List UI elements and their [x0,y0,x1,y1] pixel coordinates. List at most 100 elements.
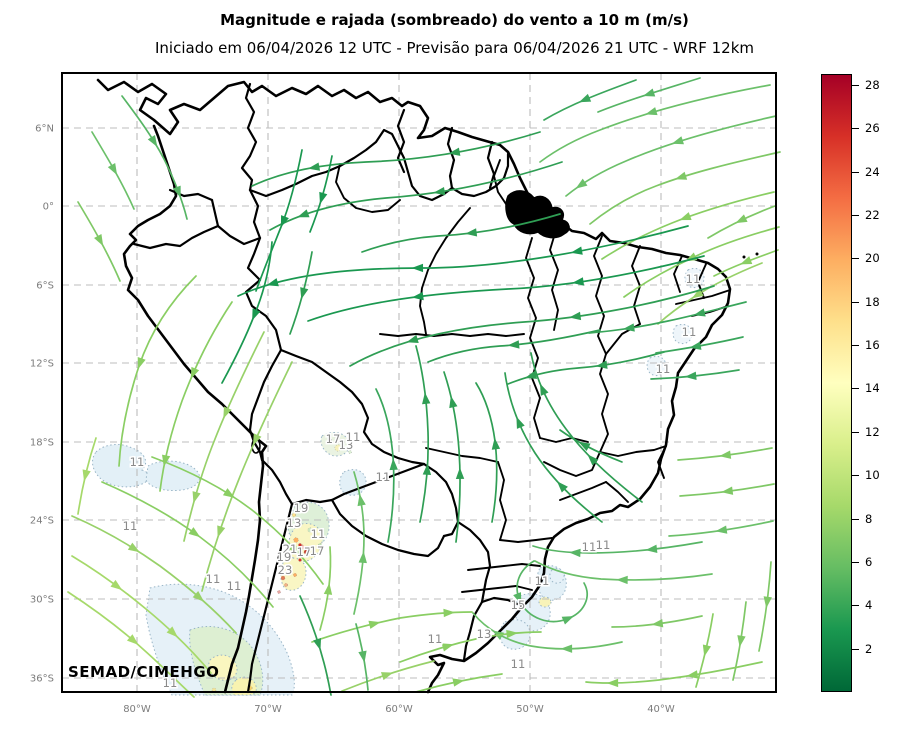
streamline-arrowhead [323,582,333,595]
gust-speck [303,549,309,555]
streamline-arrowhead [719,450,732,459]
streamline-arrowhead [735,214,748,224]
streamline [415,345,430,523]
gust-contour-label: 11 [227,579,242,593]
country-border [248,348,283,462]
colorbar-tick-mark [852,345,859,347]
streamline-arrowhead [763,596,772,609]
island-dot [755,252,759,256]
axis-tick-labels: 6°N 0° 6°S 12°S 18°S 24°S 30°S 36°S 80°W 70°W 60°W… [30,124,675,716]
streamline-arrowhead [686,670,699,679]
streamline-arrowhead [192,590,205,602]
state-border [605,481,629,503]
streamline-arrowhead [443,608,456,618]
streamline [118,275,197,467]
streamline [534,560,713,581]
gust-patch [320,432,350,457]
lon-tick-label: 70°W [254,704,282,715]
streamline [201,361,293,592]
streamline-arrowhead [452,678,465,687]
streamline-arrowhead [568,548,581,558]
lon-tick-label: 50°W [516,704,544,715]
streamline-arrowhead [569,311,582,321]
gust-contour-label: 19 [277,550,292,564]
streamline-arrowhead [674,171,688,180]
streamline-arrowhead [691,288,704,299]
colorbar-gradient [821,74,852,692]
state-border [525,237,541,439]
streamline-arrowhead [280,215,289,228]
streamline-arrowhead [679,212,692,221]
colorbar-tick-label: 10 [865,468,880,483]
streamline-arrowhead [188,527,201,538]
chart-subtitle: Iniciado em 06/04/2026 12 UTC - Previsão… [154,39,755,57]
streamline-arrowhead [448,147,461,156]
colorbar-tick-mark [852,475,859,477]
colorbar: 28 26 24 22 20 18 16 14 12 10 8 6 4 2 [821,74,901,692]
streamline-arrowhead [110,579,123,591]
streamline-arrowhead [651,619,664,628]
state-border [599,445,667,457]
gust-contour-label: 11 [346,430,361,444]
streamline-arrowhead [645,544,658,554]
coastline [96,78,732,694]
lat-tick-label: 6°N [35,124,54,135]
gust-patch [672,323,693,345]
streamline [427,329,601,363]
colorbar-tick-label: 2 [865,641,873,656]
streamline-arrowhead [172,185,181,198]
country-border [422,462,460,538]
streamline-arrowhead [222,488,235,498]
gust-contour-label: 17 [297,545,312,559]
streamline [121,95,188,220]
gust-contour-label: 11 [428,632,443,646]
streamline [516,560,588,623]
colorbar-tick-mark [852,561,859,563]
streamline [589,151,781,225]
country-border [279,348,426,466]
streamline-arrowhead [540,383,549,396]
gust-contour-label: 21 [283,542,298,556]
colorbar-tick-label: 26 [865,121,880,136]
country-border [210,188,262,246]
streamline-arrowhead [572,277,585,286]
streamline-arrowhead [297,209,310,218]
gust-speck [280,575,286,581]
colorbar-tick-mark [852,214,859,216]
gust-patch [145,460,200,491]
gust-speck [348,450,352,454]
streamline-arrowhead [578,441,591,452]
streamline-arrowhead [449,395,458,409]
gust-speck [334,444,342,452]
colorbar-tick-label: 28 [865,77,880,92]
gust-contour-label: 11 [596,538,611,552]
lat-tick-label: 12°S [30,359,54,370]
colorbar-tick-mark [852,431,859,433]
streamline-arrowhead [319,191,328,205]
country-border [396,108,406,174]
country-border [480,596,524,608]
streamline-arrowhead [192,491,201,504]
colorbar-tick-mark [852,605,859,607]
colorbar-tick-label: 22 [865,207,880,222]
colorbar-tick-label: 18 [865,294,880,309]
country-border [462,600,484,662]
colorbar-tick-label: 20 [865,251,880,266]
state-border [493,159,507,205]
streamline-arrowhead [411,291,424,301]
streamline-arrowhead [300,287,309,300]
streamline [375,388,395,543]
country-border [132,224,220,250]
streamline-arrowhead [715,525,728,534]
colorbar-tick-mark [852,128,859,130]
streamline-arrowhead [288,543,300,555]
state-border [599,353,609,453]
gust-speck [318,543,322,547]
streamline-arrowhead [556,481,568,493]
streamline-arrowhead [721,486,734,495]
streamline-arrowhead [223,406,232,419]
streamline-arrowhead [166,626,178,638]
streamline-arrowhead [622,323,635,332]
colorbar-tick-label: 8 [865,511,873,526]
